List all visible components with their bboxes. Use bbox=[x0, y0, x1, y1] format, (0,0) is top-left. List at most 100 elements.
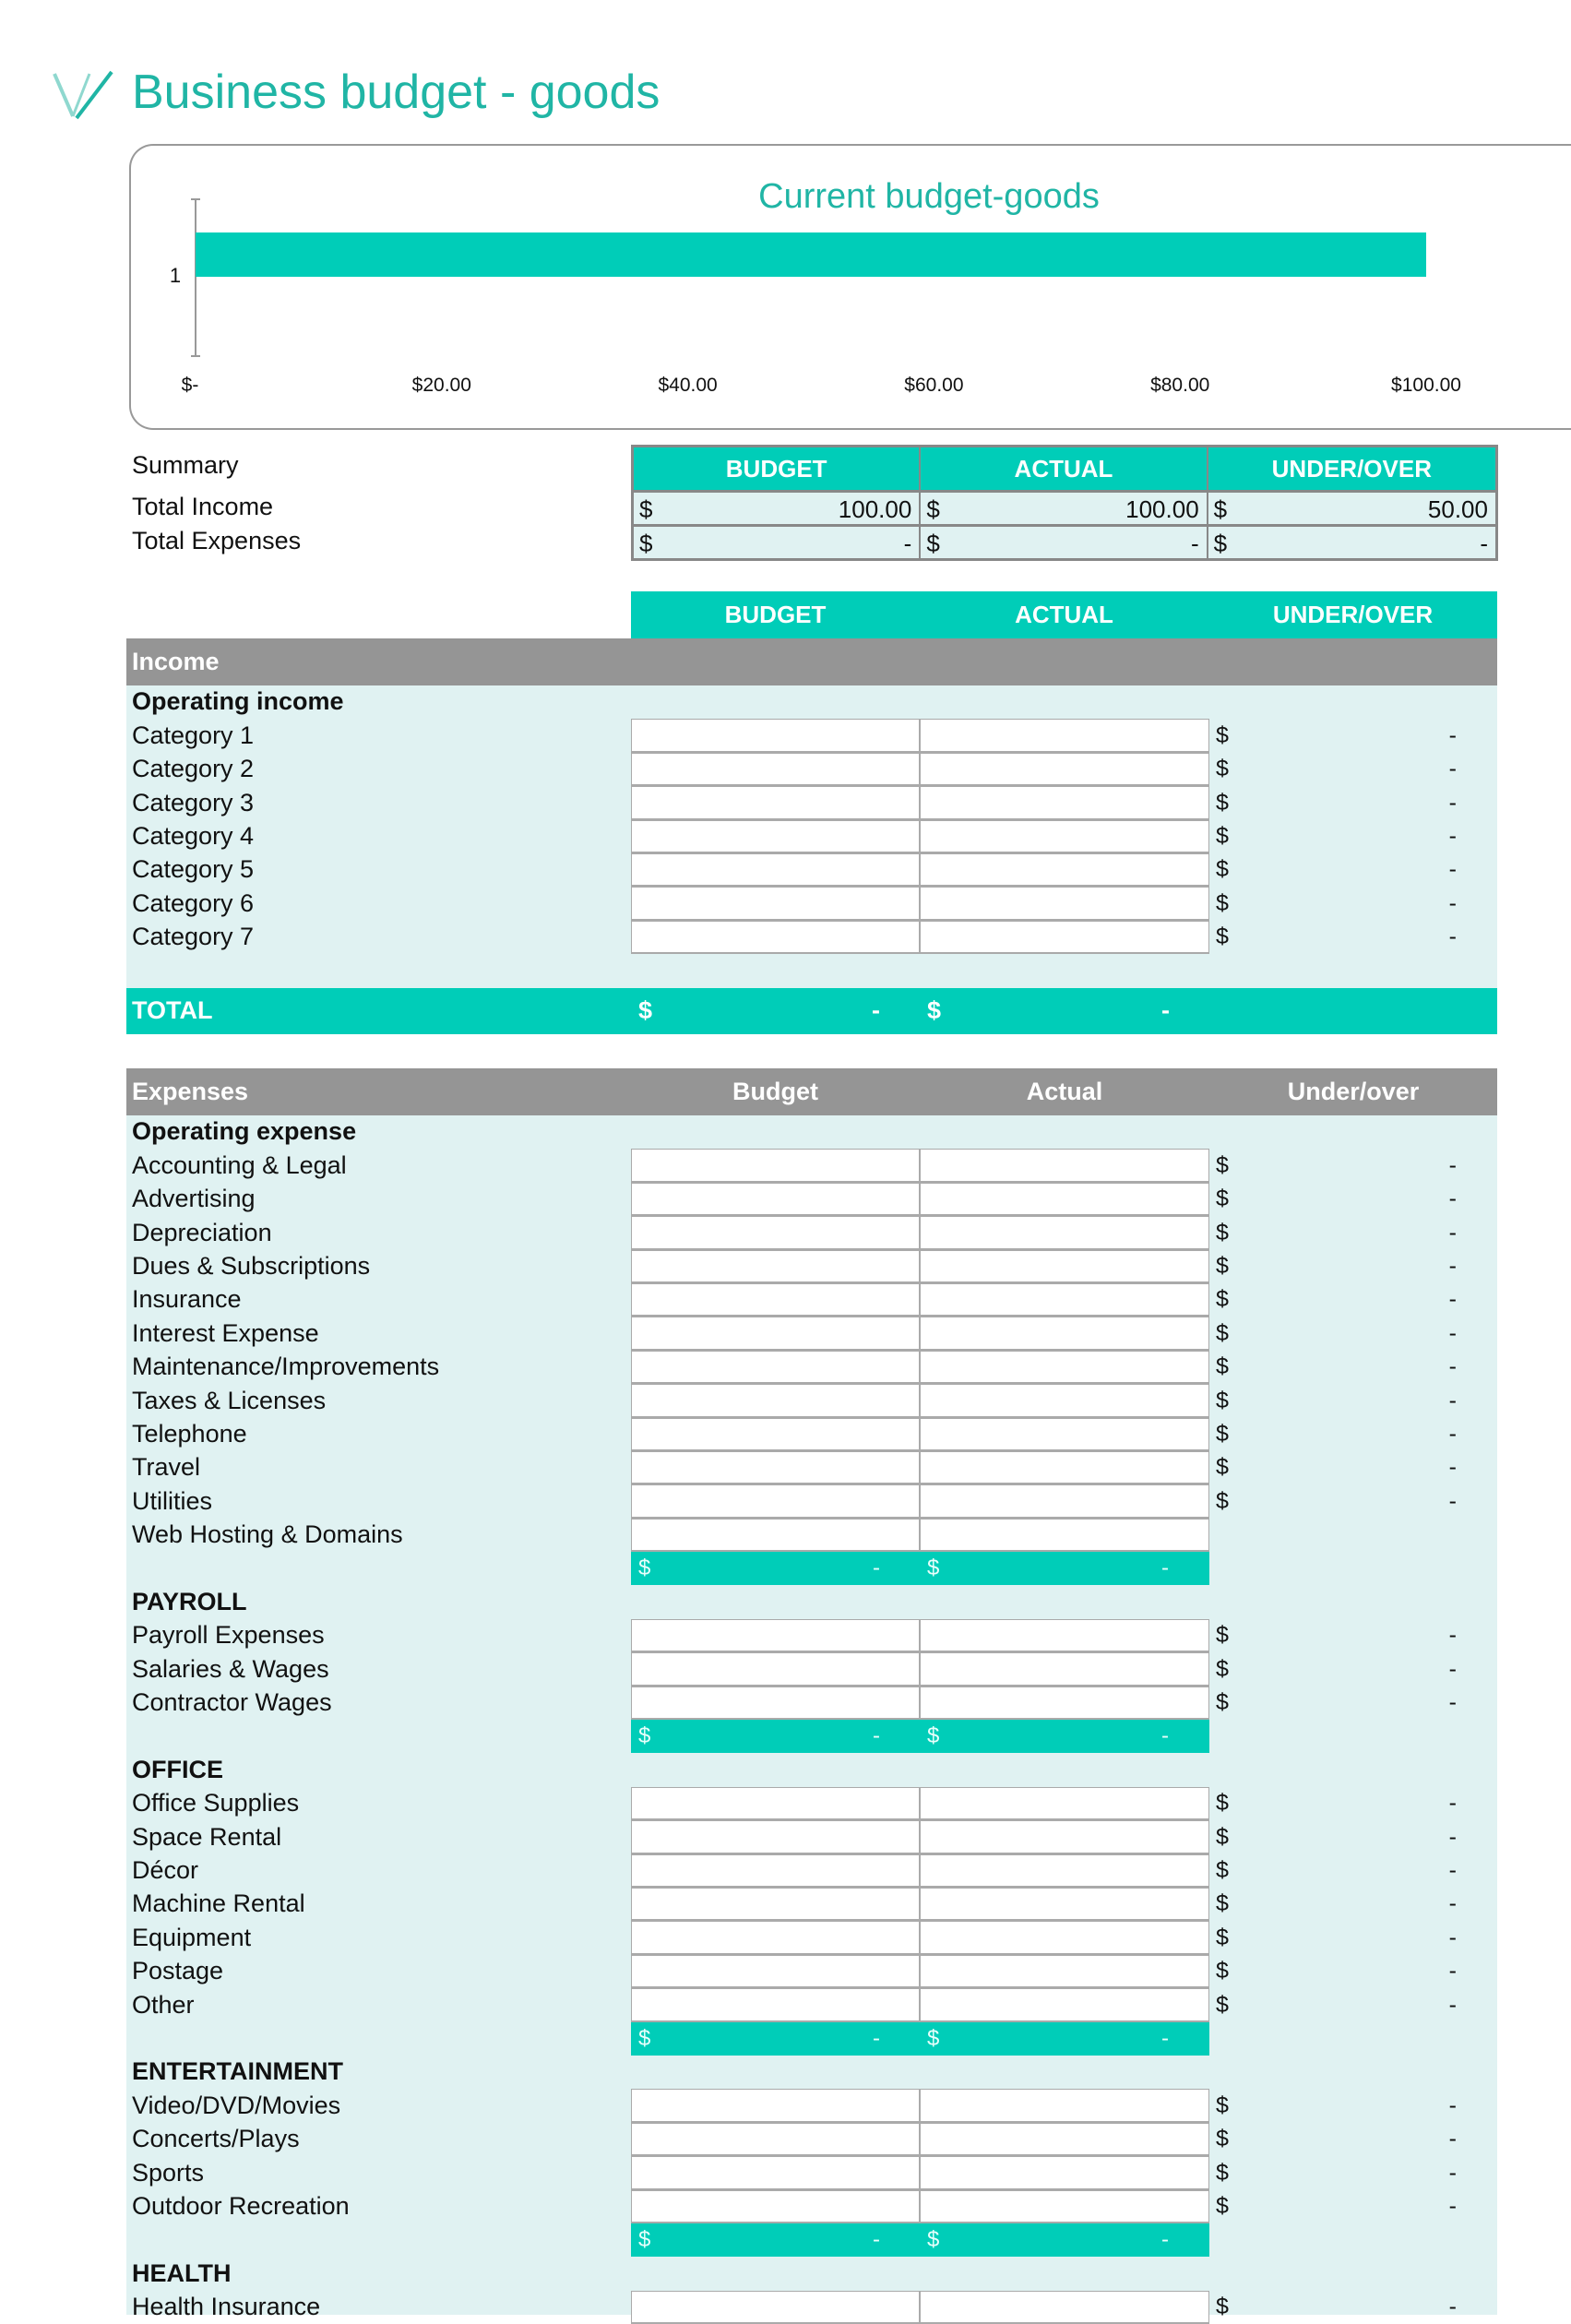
budget-input[interactable] bbox=[631, 1350, 920, 1385]
actual-input[interactable] bbox=[920, 2089, 1209, 2123]
subtotal-bar: $ - $ - bbox=[631, 1552, 1209, 1586]
line-item-label: Taxes & Licenses bbox=[132, 1386, 327, 1414]
budget-input[interactable] bbox=[631, 1384, 920, 1418]
currency-symbol: $ bbox=[1216, 1622, 1229, 1649]
budget-input[interactable] bbox=[631, 2089, 920, 2123]
actual-input[interactable] bbox=[920, 2122, 1209, 2157]
budget-input[interactable] bbox=[631, 752, 920, 787]
line-item-label: Insurance bbox=[132, 1285, 242, 1314]
currency-symbol: $ bbox=[638, 1723, 651, 1749]
budget-input[interactable] bbox=[631, 819, 920, 853]
actual-input[interactable] bbox=[920, 1618, 1209, 1653]
underover-value: - bbox=[1448, 1890, 1457, 1917]
actual-input[interactable] bbox=[920, 1350, 1209, 1385]
budget-input[interactable] bbox=[631, 1786, 920, 1821]
budget-input[interactable] bbox=[631, 1216, 920, 1250]
actual-input[interactable] bbox=[920, 1149, 1209, 1183]
actual-input[interactable] bbox=[920, 852, 1209, 888]
budget-input[interactable] bbox=[631, 1518, 920, 1553]
actual-input[interactable] bbox=[920, 719, 1209, 753]
currency-symbol: $ bbox=[1216, 1689, 1229, 1716]
underover-value: - bbox=[1448, 2192, 1457, 2219]
income-section-bar: Income bbox=[126, 638, 1497, 685]
actual-input[interactable] bbox=[920, 1282, 1209, 1317]
currency-symbol: $ bbox=[1216, 1353, 1229, 1380]
currency-symbol: $ bbox=[1216, 1151, 1229, 1178]
line-item-label: Payroll Expenses bbox=[132, 1621, 325, 1650]
group-label: Operating income bbox=[132, 687, 344, 716]
budget-input[interactable] bbox=[631, 719, 920, 753]
actual-input[interactable] bbox=[920, 1652, 1209, 1686]
budget-input[interactable] bbox=[631, 1618, 920, 1653]
budget-input[interactable] bbox=[631, 2156, 920, 2190]
currency-symbol: $ bbox=[1216, 1958, 1229, 1984]
actual-input[interactable] bbox=[920, 1686, 1209, 1721]
expenses-rows: Operating expense Accounting & Legal $ - Adv… bbox=[126, 1115, 1497, 2324]
budget-input[interactable] bbox=[631, 920, 920, 955]
actual-input[interactable] bbox=[920, 920, 1209, 955]
line-item: Machine Rental $ - bbox=[126, 1887, 1497, 1922]
budget-input[interactable] bbox=[631, 1149, 920, 1183]
actual-input[interactable] bbox=[920, 1786, 1209, 1821]
budget-input[interactable] bbox=[631, 1652, 920, 1686]
underover-value: - bbox=[1448, 721, 1457, 748]
subtotal-value: - bbox=[1161, 1723, 1169, 1749]
budget-input[interactable] bbox=[631, 1417, 920, 1451]
subtotal-value: - bbox=[1161, 2226, 1169, 2252]
budget-input[interactable] bbox=[631, 1450, 920, 1485]
actual-input[interactable] bbox=[920, 1216, 1209, 1250]
budget-input[interactable] bbox=[631, 1820, 920, 1854]
header-underover: UNDER/OVER bbox=[1272, 601, 1434, 628]
underover-value: - bbox=[1448, 1790, 1457, 1817]
summary-header-actual: ACTUAL bbox=[921, 447, 1208, 490]
actual-input[interactable] bbox=[920, 1249, 1209, 1283]
underover-value: - bbox=[1448, 756, 1457, 782]
currency-symbol: $ bbox=[1216, 2294, 1229, 2320]
currency-symbol: $ bbox=[1216, 789, 1229, 816]
actual-input[interactable] bbox=[920, 1182, 1209, 1217]
budget-input[interactable] bbox=[631, 1921, 920, 1955]
budget-input[interactable] bbox=[631, 1988, 920, 2022]
budget-input[interactable] bbox=[631, 2189, 920, 2223]
currency-symbol: $ bbox=[638, 2226, 651, 2252]
actual-input[interactable] bbox=[920, 1317, 1209, 1351]
budget-input[interactable] bbox=[631, 1887, 920, 1922]
income-column-headers: BUDGET ACTUAL UNDER/OVER bbox=[631, 591, 1497, 638]
actual-input[interactable] bbox=[920, 819, 1209, 853]
actual-input[interactable] bbox=[920, 1853, 1209, 1888]
actual-input[interactable] bbox=[920, 1988, 1209, 2022]
budget-input[interactable] bbox=[631, 1686, 920, 1721]
budget-input[interactable] bbox=[631, 1853, 920, 1888]
actual-input[interactable] bbox=[920, 786, 1209, 820]
budget-input[interactable] bbox=[631, 1317, 920, 1351]
budget-input[interactable] bbox=[631, 1954, 920, 1989]
underover-value: - bbox=[1448, 1286, 1457, 1313]
actual-input[interactable] bbox=[920, 752, 1209, 787]
budget-input[interactable] bbox=[631, 2290, 920, 2324]
budget-input[interactable] bbox=[631, 786, 920, 820]
budget-input[interactable] bbox=[631, 887, 920, 921]
summary-value: - bbox=[1190, 530, 1199, 557]
line-item: Category 5 $ - bbox=[126, 852, 1497, 888]
actual-input[interactable] bbox=[920, 1384, 1209, 1418]
actual-input[interactable] bbox=[920, 1887, 1209, 1922]
actual-input[interactable] bbox=[920, 1417, 1209, 1451]
total-income-label: Total Income bbox=[132, 493, 274, 520]
actual-input[interactable] bbox=[920, 1921, 1209, 1955]
budget-input[interactable] bbox=[631, 1182, 920, 1217]
budget-input[interactable] bbox=[631, 1484, 920, 1519]
budget-input[interactable] bbox=[631, 852, 920, 888]
budget-input[interactable] bbox=[631, 1249, 920, 1283]
budget-input[interactable] bbox=[631, 1282, 920, 1317]
actual-input[interactable] bbox=[920, 1820, 1209, 1854]
actual-input[interactable] bbox=[920, 1450, 1209, 1485]
actual-input[interactable] bbox=[920, 2290, 1209, 2324]
actual-input[interactable] bbox=[920, 1954, 1209, 1989]
total-budget-currency: $ bbox=[638, 996, 653, 1024]
actual-input[interactable] bbox=[920, 2156, 1209, 2190]
budget-input[interactable] bbox=[631, 2122, 920, 2157]
actual-input[interactable] bbox=[920, 2189, 1209, 2223]
actual-input[interactable] bbox=[920, 1518, 1209, 1553]
actual-input[interactable] bbox=[920, 887, 1209, 921]
actual-input[interactable] bbox=[920, 1484, 1209, 1519]
